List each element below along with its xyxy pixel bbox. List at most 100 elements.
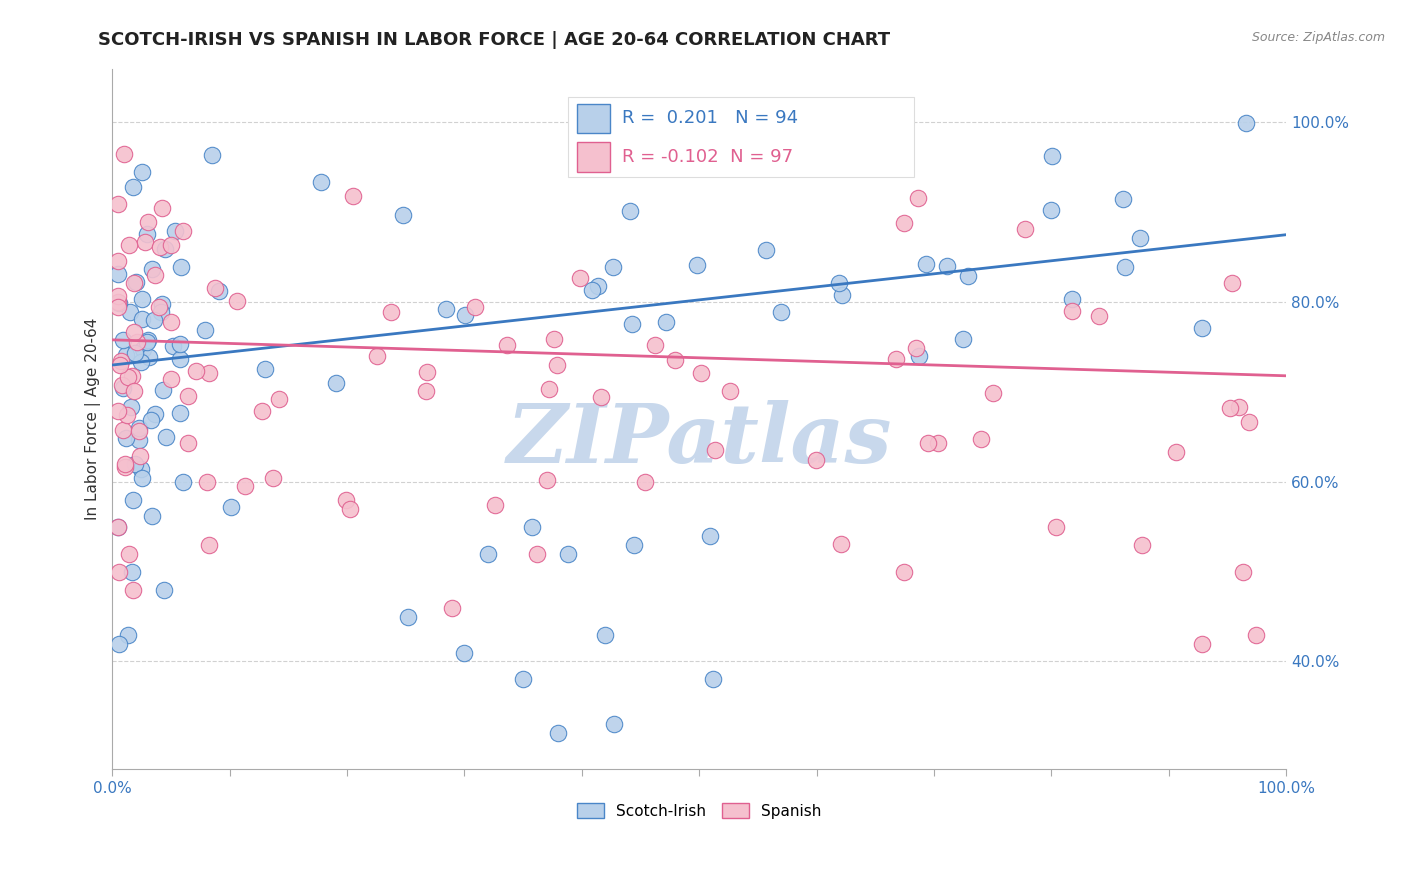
Point — [396, 609, 419, 624]
Point — [907, 349, 929, 363]
Point — [1191, 320, 1213, 334]
Point — [1114, 260, 1136, 275]
FancyBboxPatch shape — [576, 142, 610, 171]
Point — [453, 646, 475, 660]
Point — [547, 726, 569, 740]
Point — [495, 338, 517, 352]
Point — [755, 243, 778, 257]
Point — [141, 509, 163, 524]
Point — [107, 197, 129, 211]
Point — [118, 238, 141, 252]
Point — [112, 147, 135, 161]
Point — [198, 538, 221, 552]
Point — [339, 501, 361, 516]
Point — [120, 305, 142, 319]
Point — [830, 537, 852, 551]
Point — [159, 237, 181, 252]
Point — [131, 462, 153, 476]
Point — [602, 717, 624, 731]
Point — [512, 673, 534, 687]
Point — [1191, 636, 1213, 650]
Point — [122, 384, 145, 399]
Point — [150, 297, 173, 311]
Point — [970, 432, 993, 446]
Point — [111, 377, 134, 392]
Point — [893, 565, 915, 579]
Point — [526, 547, 548, 561]
Point — [981, 386, 1004, 401]
Point — [893, 216, 915, 230]
Point — [107, 519, 129, 533]
Point — [122, 582, 145, 597]
Point — [194, 323, 217, 337]
Point — [143, 407, 166, 421]
Point — [139, 413, 162, 427]
Point — [1244, 627, 1267, 641]
Text: R =  0.201   N = 94: R = 0.201 N = 94 — [621, 110, 797, 128]
Point — [644, 338, 666, 352]
Point — [1112, 192, 1135, 206]
Point — [366, 349, 388, 363]
Point — [935, 260, 957, 274]
Point — [536, 473, 558, 487]
Legend: Scotch-Irish, Spanish: Scotch-Irish, Spanish — [571, 797, 828, 825]
Point — [1236, 116, 1258, 130]
Point — [1227, 400, 1250, 414]
Point — [619, 203, 641, 218]
Point — [136, 227, 159, 242]
Point — [484, 498, 506, 512]
Point — [107, 294, 129, 309]
Point — [134, 235, 156, 249]
Point — [169, 336, 191, 351]
Point — [1164, 445, 1187, 459]
Point — [520, 519, 543, 533]
Point — [141, 261, 163, 276]
Point — [703, 442, 725, 457]
Point — [1129, 231, 1152, 245]
Point — [129, 449, 152, 463]
Point — [115, 408, 138, 422]
Point — [132, 342, 155, 356]
Point — [952, 332, 974, 346]
Point — [589, 390, 612, 404]
Point — [112, 423, 135, 437]
Point — [195, 475, 218, 489]
Point — [434, 301, 457, 316]
Point — [117, 627, 139, 641]
Point — [150, 202, 173, 216]
Point — [262, 471, 284, 485]
Point — [121, 565, 143, 579]
Point — [831, 288, 853, 302]
Point — [198, 366, 221, 380]
Point — [1039, 202, 1062, 217]
Point — [121, 368, 143, 383]
Point — [543, 332, 565, 346]
Point — [537, 383, 560, 397]
Text: Source: ZipAtlas.com: Source: ZipAtlas.com — [1251, 31, 1385, 45]
Point — [149, 239, 172, 253]
Point — [219, 500, 242, 514]
Point — [170, 260, 193, 275]
Point — [907, 191, 929, 205]
Point — [702, 673, 724, 687]
Point — [124, 276, 146, 290]
Point — [1232, 565, 1254, 579]
Point — [1040, 148, 1063, 162]
Point — [1239, 415, 1261, 429]
Point — [177, 389, 200, 403]
Point — [128, 421, 150, 435]
Point — [153, 242, 176, 256]
Text: ZIPatlas: ZIPatlas — [506, 400, 891, 480]
Point — [915, 257, 938, 271]
Point — [150, 305, 173, 319]
Point — [125, 275, 148, 289]
Point — [124, 457, 146, 471]
Point — [136, 335, 159, 350]
Point — [595, 627, 617, 641]
Point — [138, 334, 160, 348]
Point — [122, 492, 145, 507]
Point — [176, 436, 198, 450]
Point — [201, 148, 224, 162]
Point — [454, 308, 477, 322]
Point — [108, 296, 131, 310]
